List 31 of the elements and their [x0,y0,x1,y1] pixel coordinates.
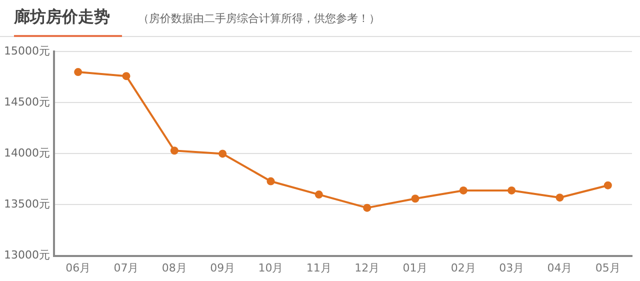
point [604,181,612,190]
chart-title: 廊坊房价走势 [14,0,122,37]
point [363,204,372,212]
chart-subtitle: （房价数据由二手房综合计算所得，供您参考！） [138,10,380,26]
point [266,177,275,186]
point [170,146,178,155]
point [74,68,82,76]
x-tick-label: 01月 [402,261,428,274]
y-tick-label: 14500元 [4,96,50,109]
x-tick-label: 08月 [162,261,187,274]
point [556,194,564,202]
x-tick-label: 11月 [306,261,332,274]
point [459,186,468,194]
y-tick-label: 14000元 [4,146,50,160]
y-tick-label: 13000元 [4,248,50,262]
point [122,72,130,80]
x-tick-label: 07月 [114,261,139,274]
x-tick-label: 06月 [66,261,91,274]
y-tick-label: 15000元 [4,44,50,58]
x-tick-label: 05月 [595,261,620,274]
y-tick-label: 13500元 [4,198,50,211]
x-tick-label: 03月 [499,261,524,274]
point [218,150,227,158]
x-tick-label: 12月 [354,261,380,274]
point [508,186,516,194]
x-tick-label: 04月 [547,261,572,274]
point [314,190,323,199]
x-tick-label: 10月 [258,261,284,274]
point [411,194,420,203]
x-tick-label: 09月 [210,261,236,274]
x-tick-label: 02月 [450,261,476,274]
